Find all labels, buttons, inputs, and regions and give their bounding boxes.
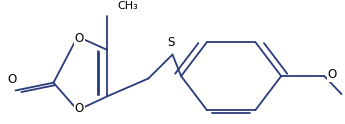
- Text: S: S: [167, 36, 175, 49]
- Text: O: O: [8, 73, 17, 86]
- Text: O: O: [75, 102, 84, 115]
- Text: O: O: [75, 32, 84, 45]
- Text: O: O: [328, 68, 337, 81]
- Text: CH₃: CH₃: [117, 1, 138, 11]
